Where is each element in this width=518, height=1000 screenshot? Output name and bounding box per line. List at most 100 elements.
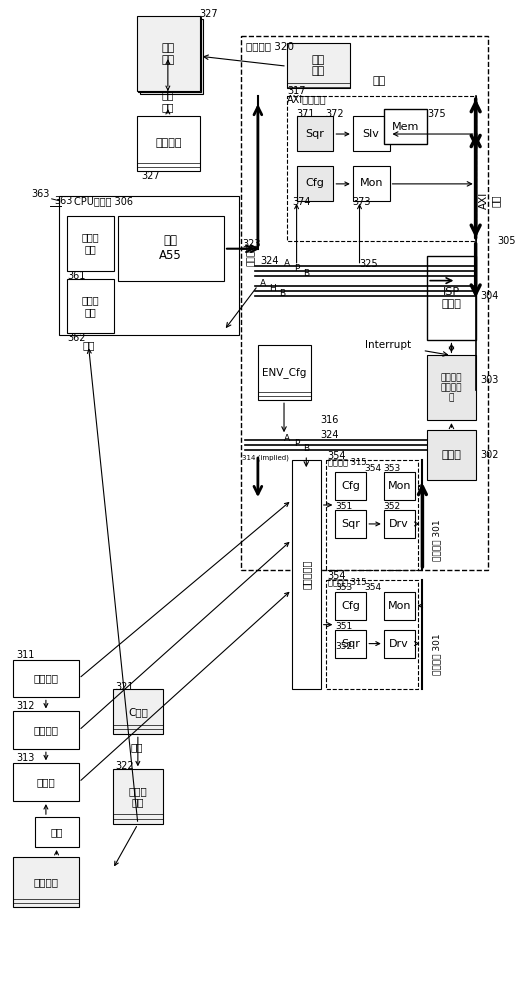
Text: 354: 354 [364,583,381,592]
Bar [67,279,113,333]
Text: 354: 354 [364,464,381,473]
Text: AXI响应从机: AXI响应从机 [287,94,326,104]
Text: 351: 351 [335,622,353,631]
Text: 验证组件 315: 验证组件 315 [327,577,366,586]
Text: 353: 353 [384,464,401,473]
Bar [287,43,350,88]
Text: 系统总线: 系统总线 [247,245,255,266]
Text: 321: 321 [116,682,134,692]
Text: 327: 327 [142,171,161,181]
Text: Cfg: Cfg [341,481,360,491]
Text: 324: 324 [261,256,279,266]
Bar [13,763,79,801]
Text: 中断处
理器: 中断处 理器 [82,295,99,317]
Text: 352: 352 [384,502,401,511]
Bar [384,592,415,620]
Text: B: B [279,289,285,298]
Text: P: P [294,264,299,273]
Text: 352: 352 [335,642,352,651]
Bar [326,460,418,570]
Bar [13,857,79,907]
Text: 序列库: 序列库 [37,777,55,787]
Text: 虚拟序列器: 虚拟序列器 [301,560,311,589]
Text: 361: 361 [67,271,85,281]
Text: 353: 353 [335,583,353,592]
Bar [13,711,79,749]
Text: P: P [294,439,299,448]
Text: Cfg: Cfg [341,601,360,611]
Text: 313: 313 [16,753,34,763]
Text: Mon: Mon [359,178,383,188]
Bar [13,660,79,697]
Bar [138,17,201,92]
Bar [118,216,224,281]
Text: A: A [260,279,266,288]
Text: 316: 316 [321,415,339,425]
Text: 327: 327 [200,9,219,19]
Text: 325: 325 [359,259,378,269]
Bar [140,19,203,94]
Bar [113,689,163,734]
Bar [241,36,488,570]
Text: 363: 363 [54,196,73,206]
Bar [335,510,366,538]
Bar [384,109,427,144]
Text: 期望数据: 期望数据 [155,138,182,148]
Bar [258,345,311,400]
Bar [353,116,390,151]
Bar [297,166,334,201]
Text: 物理层: 物理层 [441,450,462,460]
Text: 后门: 后门 [372,76,385,86]
Text: 核心
A55: 核心 A55 [160,234,182,262]
Text: 314 (implied): 314 (implied) [242,455,289,461]
Text: 362: 362 [67,333,85,343]
Text: 323: 323 [242,239,261,249]
Bar [137,16,200,91]
Text: 通道接口 301: 通道接口 301 [433,519,441,561]
Text: ENV_Cfg: ENV_Cfg [262,367,307,378]
Text: Drv: Drv [390,639,409,649]
Bar [353,166,390,201]
Text: ISP
子系统: ISP 子系统 [441,287,462,309]
Text: 转存
数据: 转存 数据 [312,55,325,77]
Text: 375: 375 [427,109,446,119]
Text: 372: 372 [326,109,344,119]
Bar [427,256,476,340]
Text: 363: 363 [32,189,50,199]
Text: 二进制
代码: 二进制 代码 [128,786,147,807]
Text: B: B [303,444,309,453]
Text: 初始: 初始 [51,827,63,837]
Text: 311: 311 [16,650,34,660]
Bar [67,216,113,271]
Text: A: A [284,259,290,268]
Text: Drv: Drv [390,519,409,529]
Text: CPU子系统 306: CPU子系统 306 [74,196,133,206]
Text: A: A [284,434,290,443]
Bar [326,580,418,689]
Text: 304: 304 [481,291,499,301]
Text: 317: 317 [287,86,306,96]
Text: B: B [303,269,309,278]
Text: Interrupt: Interrupt [366,340,412,350]
Text: 本地存
储器: 本地存 储器 [82,232,99,254]
Text: Sqr: Sqr [341,519,360,529]
Text: 322: 322 [116,761,134,771]
Text: 测试用例: 测试用例 [34,674,59,684]
Text: 输入文件: 输入文件 [34,877,59,887]
Bar [384,472,415,500]
Bar [427,430,476,480]
Text: 312: 312 [16,701,34,711]
Text: 374: 374 [293,197,311,207]
Text: Mon: Mon [387,601,411,611]
Text: 编译: 编译 [131,742,143,752]
Text: 373: 373 [353,197,371,207]
Text: 图像输入
接口控制
器: 图像输入 接口控制 器 [441,373,462,403]
Bar [292,460,321,689]
Bar [60,196,238,335]
Text: 比较
检查: 比较 检查 [162,90,174,112]
Bar [287,96,476,241]
Text: 验证环境 320: 验证环境 320 [246,41,294,51]
Text: Mem: Mem [392,122,419,132]
Text: Sqr: Sqr [306,129,324,139]
Bar [137,116,200,171]
